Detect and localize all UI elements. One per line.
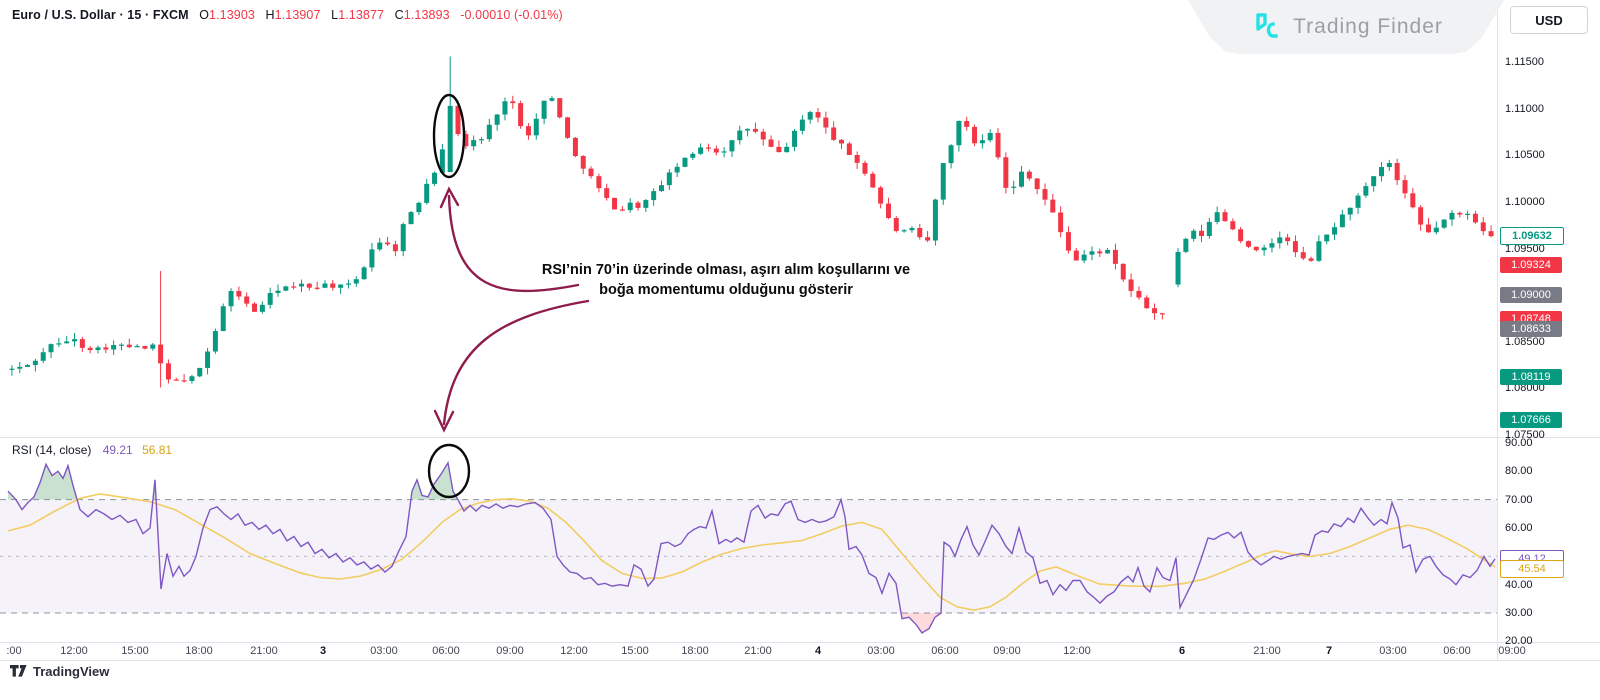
price-tick: 1.11500 bbox=[1505, 56, 1544, 68]
time-tick: 03:00 bbox=[867, 645, 895, 657]
rsi-title: RSI (14, close) bbox=[12, 443, 92, 457]
time-tick: 18:00 bbox=[681, 645, 709, 657]
time-tick: 03:00 bbox=[370, 645, 398, 657]
rsi-tick: 80.00 bbox=[1505, 465, 1533, 478]
tradingview-attribution[interactable]: TradingView bbox=[10, 664, 109, 679]
time-tick: 12:00 bbox=[560, 645, 588, 657]
currency-usd-button[interactable]: USD bbox=[1510, 6, 1588, 34]
rsi-tick: 90.00 bbox=[1505, 437, 1533, 449]
time-tick: 12:00 bbox=[60, 645, 88, 657]
trading-finder-logo-text: Trading Finder bbox=[1293, 15, 1443, 38]
rsi-tick: 70.00 bbox=[1505, 493, 1533, 506]
rsi-band-layer bbox=[0, 499, 1497, 614]
open-value: 1.13903 bbox=[209, 8, 255, 22]
main-chart-pane[interactable] bbox=[0, 0, 1497, 437]
price-tick: 1.08500 bbox=[1505, 335, 1545, 348]
time-tick: 3 bbox=[319, 645, 327, 657]
trading-finder-logo-icon bbox=[1256, 13, 1278, 38]
time-tick: :00 bbox=[6, 645, 22, 657]
time-tick: 15:00 bbox=[121, 645, 149, 657]
time-tick: 7 bbox=[1325, 645, 1333, 657]
price-tick: 1.07500 bbox=[1505, 429, 1545, 441]
price-tick: 1.09500 bbox=[1505, 242, 1545, 255]
tradingview-label: TradingView bbox=[33, 664, 110, 679]
change-value: -0.00010 (-0.01%) bbox=[460, 8, 563, 22]
price-tick: 1.11000 bbox=[1505, 102, 1544, 115]
price-level-chip: 1.09324 bbox=[1500, 256, 1562, 273]
rsi-value: 49.21 bbox=[102, 443, 133, 457]
rsi-ma-value: 56.81 bbox=[142, 443, 173, 457]
time-tick: 12:00 bbox=[1063, 645, 1091, 657]
time-tick: 09:00 bbox=[496, 645, 524, 657]
rsi-value-chip: 45.54 bbox=[1500, 560, 1564, 578]
symbol-header: Euro / U.S. Dollar · 15 · FXCM O1.13903 … bbox=[12, 8, 563, 22]
rsi-tick: 30.00 bbox=[1505, 607, 1533, 620]
time-tick: 21:00 bbox=[250, 645, 278, 657]
rsi-lines-layer bbox=[7, 460, 1496, 634]
rsi-header: RSI (14, close) 49.21 56.81 bbox=[12, 443, 172, 457]
trading-finder-banner: Trading Finder bbox=[1188, 0, 1504, 54]
rsi-fills-layer bbox=[8, 462, 942, 633]
price-level-chip: 1.09632 bbox=[1500, 227, 1564, 246]
time-tick: 4 bbox=[814, 645, 822, 657]
tradingview-logo-icon bbox=[10, 665, 27, 677]
rsi-tick: 20.00 bbox=[1505, 635, 1533, 648]
annotation-line1: RSI’nin 70’in üzerinde olması, aşırı alı… bbox=[541, 262, 911, 278]
rsi-tick: 60.00 bbox=[1505, 522, 1533, 535]
symbol-title: Euro / U.S. Dollar · 15 · FXCM bbox=[12, 8, 189, 22]
time-tick: 09:00 bbox=[993, 645, 1021, 657]
time-tick: 21:00 bbox=[1253, 645, 1281, 657]
highlight-ellipse-candle bbox=[432, 93, 466, 179]
arrow-to-rsi bbox=[433, 299, 590, 433]
low-value: 1.13877 bbox=[338, 8, 385, 22]
time-tick: 6 bbox=[1178, 645, 1186, 657]
high-label: H bbox=[265, 8, 275, 22]
time-tick: 15:00 bbox=[621, 645, 649, 657]
time-tick: 21:00 bbox=[744, 645, 772, 657]
time-tick: 18:00 bbox=[185, 645, 213, 657]
candlestick-layer bbox=[9, 56, 1494, 388]
pane-borders-layer bbox=[0, 0, 1600, 661]
time-tick: 06:00 bbox=[1443, 645, 1471, 657]
price-tick: 1.08000 bbox=[1505, 382, 1545, 395]
high-value: 1.13907 bbox=[274, 8, 321, 22]
open-label: O bbox=[199, 8, 210, 22]
time-tick: 06:00 bbox=[432, 645, 460, 657]
highlight-ellipse-rsi bbox=[427, 443, 471, 499]
arrow-to-candle bbox=[439, 186, 580, 293]
price-tick: 1.10500 bbox=[1505, 149, 1545, 162]
low-label: L bbox=[331, 8, 339, 22]
time-tick: 03:00 bbox=[1379, 645, 1407, 657]
price-level-chip: 1.08119 bbox=[1500, 369, 1562, 386]
rsi-indicator-pane[interactable] bbox=[0, 437, 1497, 643]
time-tick: 09:00 bbox=[1498, 645, 1526, 657]
price-level-chip: 1.09000 bbox=[1500, 287, 1562, 304]
close-value: 1.13893 bbox=[403, 8, 450, 22]
rsi-tick: 40.00 bbox=[1505, 578, 1533, 591]
time-tick: 06:00 bbox=[931, 645, 959, 657]
price-level-chip: 1.08633 bbox=[1500, 321, 1562, 338]
price-tick: 1.10000 bbox=[1505, 195, 1545, 208]
close-label: C bbox=[394, 8, 404, 22]
annotation-text: RSI’nin 70’in üzerinde olması, aşırı alı… bbox=[526, 260, 926, 300]
price-level-chip: 1.07666 bbox=[1500, 411, 1562, 428]
annotation-layer bbox=[427, 93, 590, 499]
annotation-line2: boğa momentumu olduğunu gösterir bbox=[599, 282, 853, 298]
